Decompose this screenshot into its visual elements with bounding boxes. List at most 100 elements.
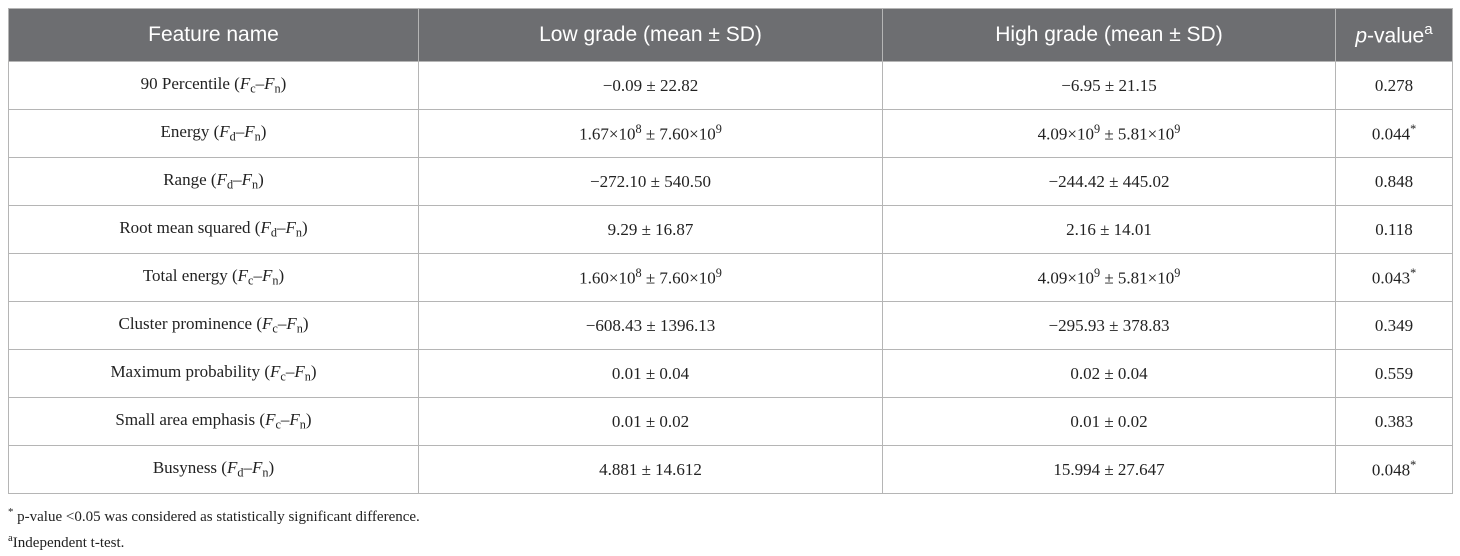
text-run: F [286,314,297,334]
table-cell: 0.02 ± 0.04 [882,349,1336,398]
feature-name: Maximum probability (Fc–Fn) [8,349,419,398]
text-run: −295.93 ± 378.83 [1048,315,1170,335]
table-cell: −608.43 ± 1396.13 [418,301,883,350]
text-run: n [274,81,281,96]
text-run: F [262,314,273,334]
text-run: 0.043 [1371,268,1411,288]
table-cell: −272.10 ± 540.50 [418,157,883,206]
text-run: 0.01 ± 0.02 [611,411,690,431]
text-run: F [237,266,249,286]
text-run: n [296,321,303,336]
text-run: ) [310,362,317,382]
table-cell: 9.29 ± 16.87 [418,205,883,254]
text-run: ) [258,170,264,190]
text-run: 2.16 ± 14.01 [1066,219,1152,239]
text-run: p-value <0.05 was considered as statisti… [13,508,420,525]
text-run: ) [302,218,308,238]
text-run: a [1424,21,1433,39]
table-cell: 0.848 [1335,157,1453,206]
text-run: Cluster prominence ( [118,314,262,334]
table-cell: 0.01 ± 0.04 [418,349,883,398]
text-run: 0.118 [1375,219,1413,239]
table-cell: 0.559 [1335,349,1453,398]
text-run: −608.43 ± 1396.13 [585,315,716,335]
text-run: ± 7.60×10 [641,268,716,288]
text-run: * [1410,458,1417,473]
text-run: Independent t-test. [12,534,125,551]
text-run: 0.01 ± 0.04 [611,363,690,383]
text-run: Energy ( [160,122,220,142]
table-cell: 0.383 [1335,397,1453,446]
text-run: 0.278 [1374,75,1414,95]
table-row: Cluster prominence (Fc–Fn) −608.43 ± 1396… [8,301,1453,350]
table-row: Busyness (Fd–Fn) 4.881 ± 14.612 15.994 ± 2… [8,445,1453,494]
text-run: High grade (mean ± SD) [995,23,1223,46]
text-run: 0.02 ± 0.04 [1070,363,1148,383]
text-run: F [261,266,273,286]
text-run: -value [1367,24,1425,48]
column-header: Feature name [8,8,419,62]
text-run: F [289,410,300,430]
text-run: −272.10 ± 540.50 [590,171,711,191]
text-run: – [277,314,287,334]
feature-name: Total energy (Fc–Fn) [8,253,419,302]
column-header: Low grade (mean ± SD) [418,8,883,62]
text-run: ± 5.81×10 [1100,124,1175,144]
text-run: −0.09 ± 22.82 [602,75,699,95]
text-run: 0.559 [1374,363,1414,383]
text-run: c [280,369,286,384]
text-run: Low grade (mean ± SD) [539,23,762,46]
table-cell: 0.349 [1335,301,1453,350]
text-run: d [270,225,277,240]
text-run: n [254,129,261,144]
text-run: 0.383 [1374,411,1414,431]
text-run: 0.848 [1374,171,1414,191]
text-run: – [243,458,252,478]
text-run: a [8,532,13,544]
text-run: Total energy ( [142,266,238,286]
text-run: – [280,410,290,430]
feature-name: Busyness (Fd–Fn) [8,445,419,494]
text-run: ) [305,410,312,430]
text-run: n [251,177,259,192]
column-header: p-valuea [1335,8,1453,62]
text-run: 9 [1093,266,1101,281]
text-run: – [276,218,286,238]
text-run: 4.881 ± 14.612 [599,459,702,479]
feature-name: 90 Percentile (Fc–Fn) [8,61,419,110]
text-run: – [285,362,295,382]
table-cell: 0.278 [1335,61,1453,110]
text-run: 0.349 [1374,315,1414,335]
text-run: c [250,81,256,96]
text-run: 4.09×10 [1037,268,1094,288]
text-run: F [244,122,255,142]
table-cell: −6.95 ± 21.15 [882,61,1336,110]
text-run: 8 [635,122,642,137]
feature-name: Small area emphasis (Fc–Fn) [8,397,419,446]
table-cell: 15.994 ± 27.647 [882,445,1336,494]
text-run: Root mean squared ( [119,218,261,238]
text-run: * [8,506,14,518]
text-run: ) [260,122,267,142]
table-row: Small area emphasis (Fc–Fn) 0.01 ± 0.02 0.… [8,397,1453,446]
table-row: 90 Percentile (Fc–Fn) −0.09 ± 22.82 −6.95 … [8,61,1453,110]
text-run: 1.67×10 [579,124,636,144]
table-row: Energy (Fd–Fn) 1.67×108 ± 7.60×109 4.09×10… [8,109,1453,158]
text-run: ) [302,314,309,334]
text-run: d [229,129,236,144]
text-run: Busyness ( [152,458,227,478]
feature-name: Energy (Fd–Fn) [8,109,419,158]
table-cell: −0.09 ± 22.82 [418,61,883,110]
text-run: Small area emphasis ( [115,410,266,430]
table-cell: 0.01 ± 0.02 [882,397,1336,446]
text-run: ± 5.81×10 [1100,268,1175,288]
text-run: ) [280,74,287,94]
text-run: – [253,266,262,286]
text-run: ± 7.60×10 [641,124,716,144]
text-run: d [237,465,244,480]
text-run: 8 [635,266,642,281]
text-run: 9 [1174,266,1181,281]
table-cell: 0.043* [1335,253,1453,302]
text-run: p [1355,24,1368,48]
